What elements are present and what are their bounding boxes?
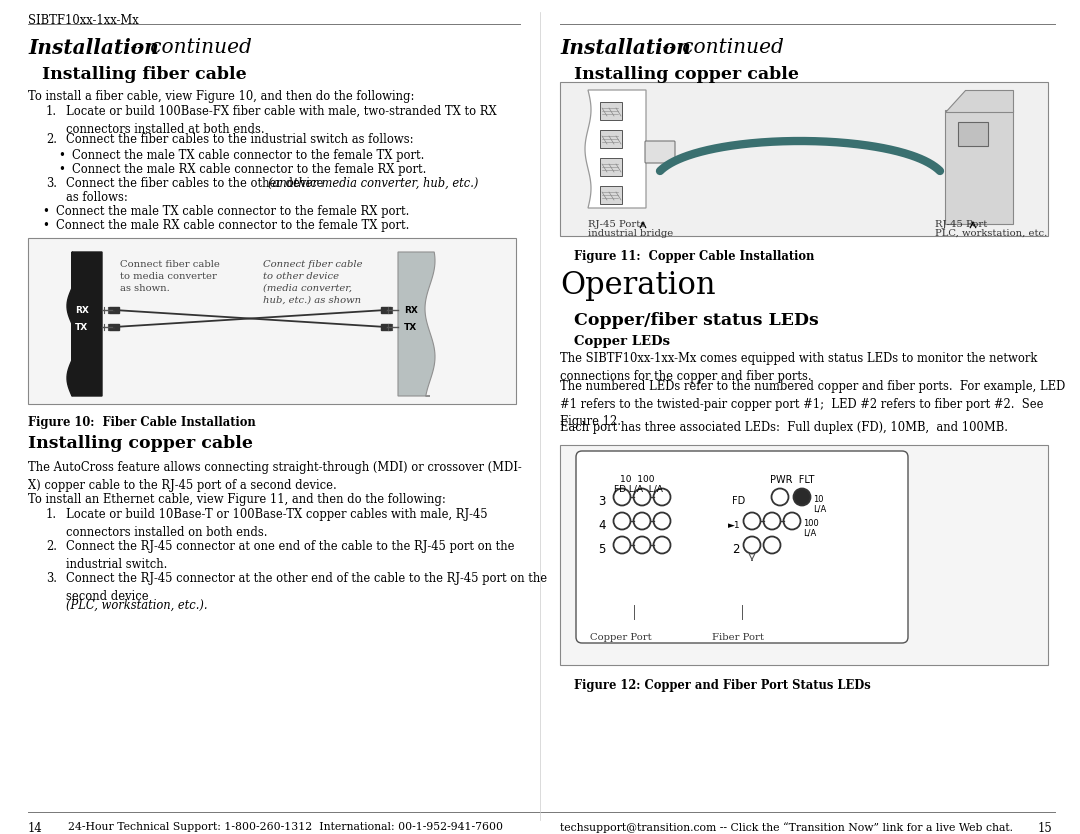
Text: Installing fiber cable: Installing fiber cable [42,66,246,83]
Text: Operation: Operation [561,270,716,301]
Text: 14: 14 [28,822,42,834]
Text: PWR  FLT: PWR FLT [770,475,814,485]
Text: Connect fiber cable
to other device
(media converter,
hub, etc.) as shown: Connect fiber cable to other device (med… [264,260,363,304]
Text: as follows:: as follows: [66,191,127,204]
Text: (PLC, workstation, etc.).: (PLC, workstation, etc.). [66,599,207,612]
Text: TX: TX [404,323,417,331]
Text: RX: RX [404,305,418,314]
Text: PLC, workstation, etc.: PLC, workstation, etc. [935,229,1048,238]
Text: Installation: Installation [28,38,159,58]
Text: 10  100: 10 100 [620,475,654,484]
Text: Connect the male RX cable connector to the female RX port.: Connect the male RX cable connector to t… [72,163,427,176]
Text: SIBTF10xx-1xx-Mx: SIBTF10xx-1xx-Mx [28,14,138,27]
Text: 3.: 3. [46,572,57,585]
Bar [600,102,622,120]
FancyBboxPatch shape [561,82,1048,236]
FancyBboxPatch shape [561,445,1048,665]
Text: Installing copper cable: Installing copper cable [28,435,253,452]
Text: 100
L/A: 100 L/A [804,519,820,538]
Text: Connect fiber cable
to media converter
as shown.: Connect fiber cable to media converter a… [120,260,220,293]
Text: industrial bridge: industrial bridge [588,229,673,238]
Text: Connect the RJ-45 connector at the other end of the cable to the RJ-45 port on t: Connect the RJ-45 connector at the other… [66,572,548,602]
Text: 2.: 2. [46,133,57,146]
Text: Connect the male RX cable connector to the female TX port.: Connect the male RX cable connector to t… [56,219,409,232]
Text: RJ-45 Ports: RJ-45 Ports [588,220,645,229]
Polygon shape [399,252,435,396]
Text: 5: 5 [598,543,606,555]
Text: Connect the male TX cable connector to the female TX port.: Connect the male TX cable connector to t… [72,149,424,162]
Text: TX: TX [75,323,89,331]
Text: To install a fiber cable, view Figure 10, and then do the following:: To install a fiber cable, view Figure 10… [28,90,415,103]
Bar [381,324,391,330]
Text: •: • [58,149,65,162]
Text: -- continued: -- continued [124,38,252,57]
Text: 3: 3 [598,495,606,508]
Bar [109,324,119,330]
FancyBboxPatch shape [945,110,1013,224]
Text: (another media converter, hub, etc.): (another media converter, hub, etc.) [268,177,478,190]
Text: FD: FD [732,496,745,506]
Text: ►1: ►1 [728,520,741,530]
Text: Figure 12: Copper and Fiber Port Status LEDs: Figure 12: Copper and Fiber Port Status … [573,679,870,692]
Bar [600,130,622,148]
Text: •: • [42,205,49,218]
Text: RJ-45 Port: RJ-45 Port [935,220,987,229]
Text: To install an Ethernet cable, view Figure 11, and then do the following:: To install an Ethernet cable, view Figur… [28,493,446,506]
Text: 3.: 3. [46,177,57,190]
Text: •: • [42,219,49,232]
Polygon shape [67,252,102,396]
Text: 2.: 2. [46,540,57,553]
Text: 10
L/A: 10 L/A [813,495,827,514]
Text: Connect the male TX cable connector to the female RX port.: Connect the male TX cable connector to t… [56,205,409,218]
Text: Figure 10:  Fiber Cable Installation: Figure 10: Fiber Cable Installation [28,416,256,429]
Text: Figure 11:  Copper Cable Installation: Figure 11: Copper Cable Installation [573,250,814,263]
FancyBboxPatch shape [576,451,908,643]
Text: 1.: 1. [46,508,57,521]
Bar [600,186,622,204]
Text: Locate or build 100Base-FX fiber cable with male, two-stranded TX to RX
connecto: Locate or build 100Base-FX fiber cable w… [66,105,497,135]
Text: -- continued: -- continued [656,38,784,57]
Text: Connect the RJ-45 connector at one end of the cable to the RJ-45 port on the
ind: Connect the RJ-45 connector at one end o… [66,540,514,570]
Text: 1.: 1. [46,105,57,118]
Text: RX: RX [75,305,89,314]
Text: Copper Port: Copper Port [590,633,651,642]
Bar [109,307,119,313]
FancyBboxPatch shape [645,141,675,163]
Polygon shape [585,90,646,208]
Circle shape [794,489,810,505]
Text: Connect the fiber cables to the industrial switch as follows:: Connect the fiber cables to the industri… [66,133,414,146]
Text: Copper LEDs: Copper LEDs [573,335,670,348]
FancyBboxPatch shape [28,238,516,404]
FancyBboxPatch shape [958,122,988,146]
Text: Locate or build 10Base-T or 100Base-TX copper cables with male, RJ-45
connectors: Locate or build 10Base-T or 100Base-TX c… [66,508,488,539]
Text: 15: 15 [1037,822,1052,834]
Text: The SIBTF10xx-1xx-Mx comes equipped with status LEDs to monitor the network
conn: The SIBTF10xx-1xx-Mx comes equipped with… [561,352,1038,383]
Bar [381,307,391,313]
Text: techsupport@transition.com -- Click the “Transition Now” link for a live Web cha: techsupport@transition.com -- Click the … [561,822,1013,833]
Text: Fiber Port: Fiber Port [712,633,764,642]
Text: •: • [58,163,65,176]
Text: The numbered LEDs refer to the numbered copper and fiber ports.  For example, LE: The numbered LEDs refer to the numbered … [561,380,1065,428]
Text: Copper/fiber status LEDs: Copper/fiber status LEDs [573,312,819,329]
Text: Each port has three associated LEDs:  Full duplex (FD), 10MB,  and 100MB.: Each port has three associated LEDs: Ful… [561,421,1008,434]
Bar [600,158,622,176]
Text: 4: 4 [598,519,606,532]
Text: Connect the fiber cables to the other device: Connect the fiber cables to the other de… [66,177,327,190]
Text: 24-Hour Technical Support: 1-800-260-1312  International: 00-1-952-941-7600: 24-Hour Technical Support: 1-800-260-131… [68,822,503,832]
Polygon shape [945,90,1013,112]
Text: Installation: Installation [561,38,691,58]
Text: 2: 2 [732,543,740,555]
Text: Installing copper cable: Installing copper cable [573,66,799,83]
Text: The AutoCross feature allows connecting straight-through (MDI) or crossover (MDI: The AutoCross feature allows connecting … [28,461,522,491]
Text: FD L/A  L/A: FD L/A L/A [615,484,663,493]
